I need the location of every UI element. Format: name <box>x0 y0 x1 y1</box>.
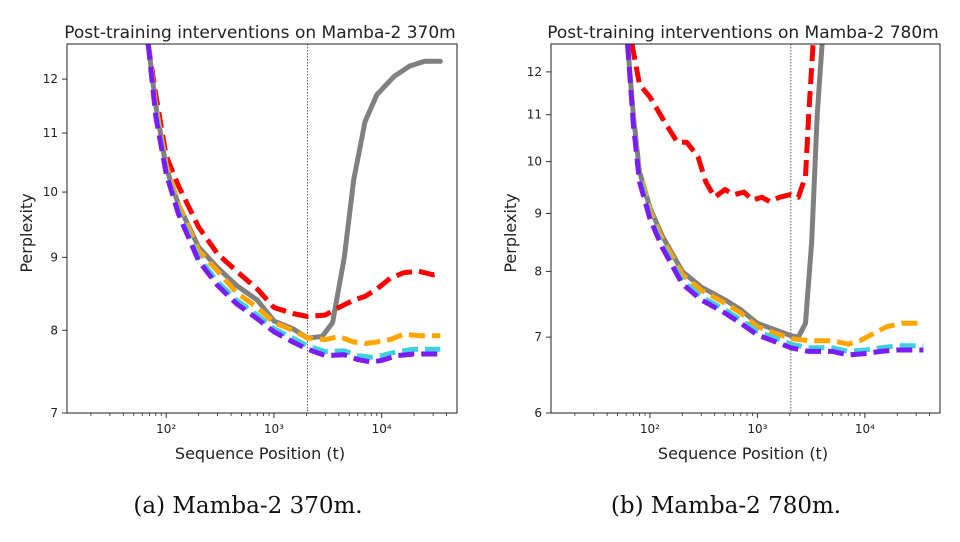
series-line-2 <box>625 44 924 347</box>
y-tick-label: 7 <box>50 406 58 420</box>
series-group <box>625 44 924 358</box>
y-tick-label: 10 <box>527 155 542 169</box>
y-tick-label: 8 <box>534 264 542 278</box>
caption: (b) Mamba-2 780m. <box>611 493 841 519</box>
series-line-2 <box>145 44 441 347</box>
chart-title: Post-training interventions on Mamba-2 3… <box>64 23 456 43</box>
caption: (a) Mamba-2 370m. <box>133 493 362 519</box>
series-line-0 <box>145 44 443 341</box>
x-tick-label: 10⁴ <box>372 422 392 436</box>
y-tick-label: 11 <box>527 108 542 122</box>
y-axis-label: Perplexity <box>501 193 520 272</box>
series-line-3 <box>145 44 441 360</box>
series-line-4 <box>145 44 441 365</box>
chart-title: Post-training interventions on Mamba-2 7… <box>547 23 939 43</box>
y-tick-label: 11 <box>43 126 58 140</box>
x-tick-label: 10³ <box>747 422 767 436</box>
panel-b: Post-training interventions on Mamba-2 7… <box>501 23 941 519</box>
y-tick-label: 7 <box>534 330 542 344</box>
y-tick-label: 10 <box>43 185 58 199</box>
panel-a: Post-training interventions on Mamba-2 3… <box>17 23 458 519</box>
series-line-1 <box>629 44 816 205</box>
series-line-1 <box>145 44 441 319</box>
series-line-4 <box>625 44 924 358</box>
y-tick-label: 8 <box>50 323 58 337</box>
y-tick-label: 9 <box>50 250 58 264</box>
y-tick-label: 12 <box>527 65 542 79</box>
x-tick-label: 10² <box>156 422 176 436</box>
x-axis-label: Sequence Position (t) <box>658 444 828 463</box>
x-tick-label: 10⁴ <box>855 422 875 436</box>
plot-frame <box>66 43 458 414</box>
x-tick-label: 10² <box>640 422 660 436</box>
y-axis-label: Perplexity <box>17 193 36 272</box>
x-tick-label: 10³ <box>264 422 284 436</box>
y-tick-label: 6 <box>534 406 542 420</box>
y-tick-label: 12 <box>43 72 58 86</box>
y-tick-label: 9 <box>534 206 542 220</box>
x-axis-label: Sequence Position (t) <box>175 444 345 463</box>
plot-frame <box>550 43 941 414</box>
series-group <box>145 44 443 365</box>
